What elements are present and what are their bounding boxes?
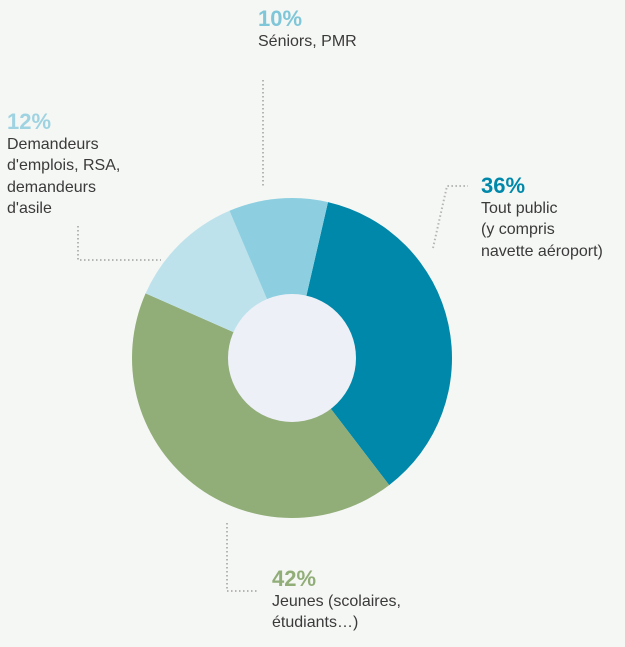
- slice-percent-tout-public: 36%: [481, 173, 526, 198]
- slice-desc-jeunes: Jeunes (scolaires, étudiants…): [272, 593, 401, 632]
- slice-label-jeunes: 42% Jeunes (scolaires, étudiants…): [272, 566, 401, 634]
- slice-percent-seniors: 10%: [258, 6, 303, 31]
- leader-lines: [77, 80, 468, 592]
- slice-desc-seniors: Séniors, PMR: [258, 33, 357, 51]
- slice-desc-tout-public: Tout public (y compris navette aéroport): [481, 200, 603, 260]
- donut-hole: [228, 294, 356, 422]
- leader-line-demandeurs: [77, 226, 161, 261]
- donut-slices: [132, 197, 453, 519]
- leader-line-tout-public: [432, 185, 468, 249]
- donut-slice-tout-public: [292, 202, 453, 486]
- slice-percent-jeunes: 42%: [272, 566, 317, 591]
- slice-desc-demandeurs: Demandeurs d'emplois, RSA, demandeurs d'…: [7, 136, 121, 217]
- slice-label-demandeurs: 12% Demandeurs d'emplois, RSA, demandeur…: [7, 109, 121, 219]
- slice-label-tout-public: 36% Tout public (y compris navette aérop…: [481, 173, 603, 262]
- slice-label-seniors: 10% Séniors, PMR: [258, 6, 357, 52]
- donut-slice-seniors: [229, 197, 328, 358]
- slice-percent-demandeurs: 12%: [7, 109, 52, 134]
- leader-line-jeunes: [226, 523, 258, 592]
